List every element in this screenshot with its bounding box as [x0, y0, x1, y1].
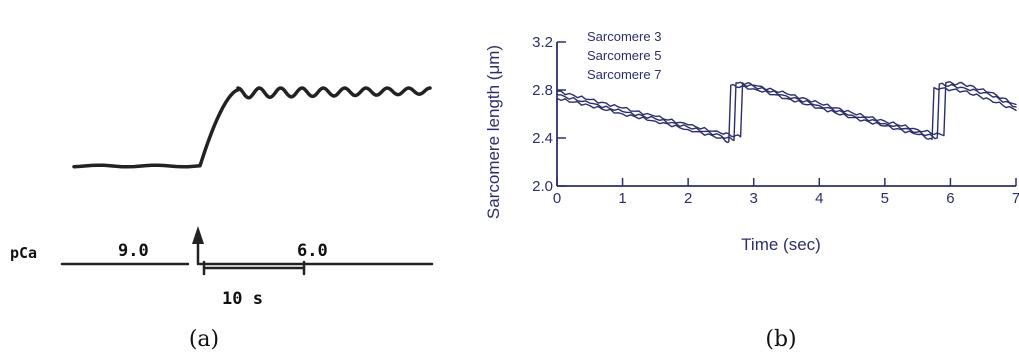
x-tick-label: 3	[750, 190, 758, 207]
panel-b: 2.0 2.4 2.8 3.2 0 1 2 3 4 5 6 7 Sarcomere 3 Sarcom…	[484, 29, 1019, 352]
solution-change-arrow-head	[192, 226, 204, 244]
legend-entry-sarcomere-3: Sarcomere 3	[587, 29, 661, 44]
y-ticks: 2.0 2.4 2.8 3.2	[532, 34, 566, 195]
x-tick-label: 5	[881, 190, 889, 207]
force-trace	[72, 86, 432, 169]
x-tick-label: 2	[684, 190, 692, 207]
x-tick-label: 6	[946, 190, 954, 207]
caption-a: (a)	[189, 327, 219, 352]
y-tick-label: 3.2	[532, 34, 553, 51]
legend-entry-sarcomere-5: Sarcomere 5	[587, 48, 661, 63]
panel-a: pCa 9.0 6.0 10 s (a)	[10, 86, 434, 352]
pca-value-1: 9.0	[118, 241, 149, 261]
y-tick-label: 2.8	[532, 82, 553, 99]
x-axis-label: Time (sec)	[741, 235, 821, 254]
caption-b: (b)	[765, 327, 796, 352]
series-line-sarcomere-3	[556, 81, 1017, 138]
x-ticks: 0 1 2 3 4 5 6 7	[553, 178, 1019, 207]
scale-bar-label: 10 s	[222, 289, 263, 309]
pca-label: pCa	[10, 244, 37, 262]
pca-value-2: 6.0	[297, 241, 328, 261]
x-tick-label: 1	[618, 190, 626, 207]
series-line-sarcomere-7	[556, 83, 1017, 144]
x-tick-label: 4	[815, 190, 823, 207]
y-tick-label: 2.0	[532, 178, 553, 195]
x-tick-label: 7	[1012, 190, 1019, 207]
y-tick-label: 2.4	[532, 130, 553, 147]
x-tick-label: 0	[553, 190, 561, 207]
legend-entry-sarcomere-7: Sarcomere 7	[587, 67, 661, 82]
y-axis-label: Sarcomere length (μm)	[484, 45, 503, 219]
series-line-sarcomere-5	[556, 81, 1017, 142]
legend: Sarcomere 3 Sarcomere 5 Sarcomere 7	[587, 29, 661, 82]
series-lines	[556, 81, 1017, 144]
